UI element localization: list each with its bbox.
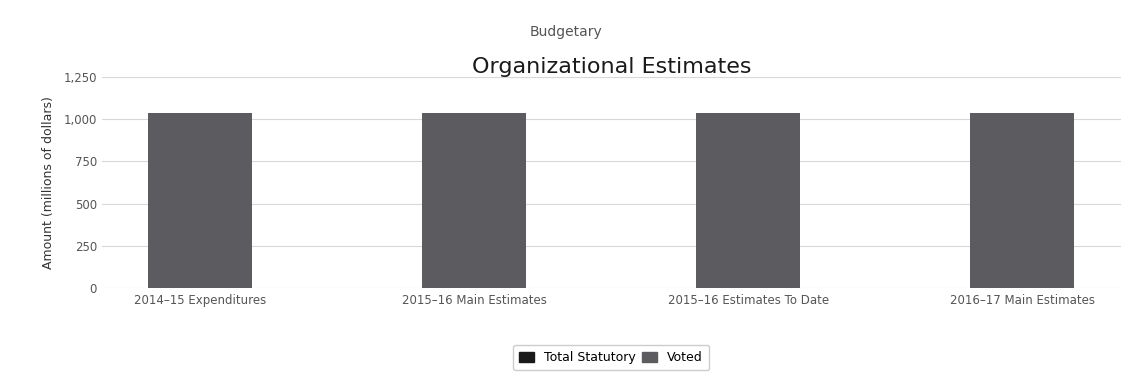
Bar xyxy=(696,113,800,288)
Bar xyxy=(422,113,526,288)
Legend: Total Statutory, Voted: Total Statutory, Voted xyxy=(513,345,710,371)
Bar xyxy=(970,113,1074,288)
Y-axis label: Amount (millions of dollars): Amount (millions of dollars) xyxy=(42,96,55,269)
Bar xyxy=(148,113,252,288)
Text: Budgetary: Budgetary xyxy=(530,25,602,39)
Title: Organizational Estimates: Organizational Estimates xyxy=(472,57,751,77)
